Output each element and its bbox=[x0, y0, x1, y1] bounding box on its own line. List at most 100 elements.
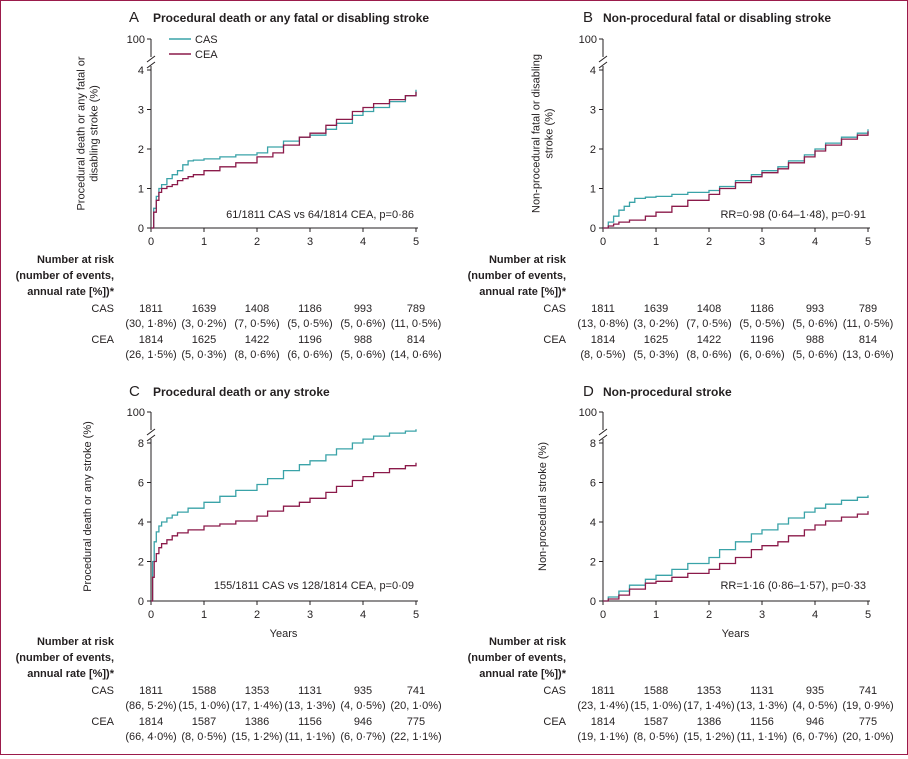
risk-table-header: annual rate [%])* bbox=[27, 286, 115, 298]
risk-events: (13, 1·3%) bbox=[736, 700, 787, 712]
risk-events: (6, 0·6%) bbox=[739, 349, 784, 361]
axis-break-mark bbox=[598, 428, 608, 436]
risk-count: 1814 bbox=[139, 716, 163, 728]
x-tick-label: 5 bbox=[865, 609, 871, 621]
risk-events: (5, 0·6%) bbox=[340, 349, 385, 361]
y-tick-label: 0 bbox=[138, 223, 144, 235]
risk-events: (86, 5·2%) bbox=[125, 700, 176, 712]
risk-events: (15, 1·0%) bbox=[178, 700, 229, 712]
axis-break-mark bbox=[146, 428, 156, 436]
risk-count: 1408 bbox=[697, 303, 721, 315]
risk-events: (13, 0·8%) bbox=[577, 318, 628, 330]
risk-count: 1814 bbox=[591, 716, 615, 728]
risk-events: (8, 0·5%) bbox=[633, 731, 678, 743]
x-tick-label: 3 bbox=[759, 609, 765, 621]
x-tick-label: 3 bbox=[759, 236, 765, 248]
x-tick-label: 4 bbox=[360, 236, 366, 248]
x-tick-label: 2 bbox=[254, 609, 260, 621]
legend-label: CAS bbox=[195, 34, 218, 46]
x-tick-label: 5 bbox=[413, 236, 419, 248]
risk-events: (4, 0·5%) bbox=[792, 700, 837, 712]
risk-count: 1186 bbox=[750, 303, 774, 315]
y-tick-label: 0 bbox=[590, 223, 596, 235]
y-axis-label: disabling stroke (%) bbox=[89, 85, 101, 182]
risk-count: 988 bbox=[354, 334, 372, 346]
risk-events: (8, 0·6%) bbox=[234, 349, 279, 361]
x-tick-label: 1 bbox=[201, 609, 207, 621]
risk-count: 1131 bbox=[298, 685, 322, 697]
risk-count: 1588 bbox=[192, 685, 216, 697]
risk-events: (15, 1·2%) bbox=[231, 731, 282, 743]
panel-c: C Procedural death or any stroke 100 0 2 4 6 8 0… bbox=[16, 383, 442, 743]
risk-table-header: (number of events, bbox=[468, 652, 566, 664]
risk-count: 1588 bbox=[644, 685, 668, 697]
risk-events: (8, 0·5%) bbox=[580, 349, 625, 361]
risk-events: (5, 0·3%) bbox=[181, 349, 226, 361]
axis-break-mark bbox=[598, 55, 608, 63]
risk-events: (23, 1·4%) bbox=[577, 700, 628, 712]
risk-row-group: CEA bbox=[543, 716, 566, 728]
risk-events: (8, 0·5%) bbox=[181, 731, 226, 743]
risk-events: (8, 0·6%) bbox=[686, 349, 731, 361]
risk-count: 988 bbox=[806, 334, 824, 346]
panel-letter: B bbox=[583, 9, 593, 26]
risk-count: 814 bbox=[407, 334, 425, 346]
risk-count: 789 bbox=[859, 303, 877, 315]
risk-events: (6, 0·6%) bbox=[287, 349, 332, 361]
risk-events: (14, 0·6%) bbox=[390, 349, 441, 361]
risk-table-header: annual rate [%])* bbox=[479, 668, 567, 680]
risk-events: (5, 0·3%) bbox=[633, 349, 678, 361]
risk-events: (4, 0·5%) bbox=[340, 700, 385, 712]
legend-label: CEA bbox=[195, 49, 218, 61]
x-tick-label: 0 bbox=[148, 236, 154, 248]
risk-count: 1353 bbox=[697, 685, 721, 697]
risk-events: (17, 1·4%) bbox=[683, 700, 734, 712]
y-tick-label: 0 bbox=[138, 596, 144, 608]
risk-events: (6, 0·7%) bbox=[340, 731, 385, 743]
x-tick-label: 1 bbox=[653, 236, 659, 248]
risk-events: (11, 0·5%) bbox=[391, 318, 442, 330]
panel-title: Procedural death or any stroke bbox=[153, 385, 330, 399]
risk-count: 935 bbox=[806, 685, 824, 697]
y-tick-label: 2 bbox=[590, 557, 596, 569]
risk-table-header: Number at risk bbox=[37, 636, 115, 648]
risk-events: (11, 0·5%) bbox=[843, 318, 894, 330]
x-axis-label: Years bbox=[270, 628, 298, 640]
risk-count: 1639 bbox=[192, 303, 216, 315]
x-tick-label: 0 bbox=[600, 609, 606, 621]
axis-break-mark bbox=[146, 434, 156, 442]
risk-count: 1156 bbox=[298, 716, 322, 728]
panel-letter: A bbox=[129, 9, 139, 26]
x-tick-label: 1 bbox=[201, 236, 207, 248]
risk-row-group: CAS bbox=[91, 303, 114, 315]
risk-events: (26, 1·5%) bbox=[125, 349, 176, 361]
risk-events: (7, 0·5%) bbox=[686, 318, 731, 330]
panel-b: B Non-procedural fatal or disabling strok… bbox=[468, 9, 894, 361]
risk-count: 1408 bbox=[245, 303, 269, 315]
risk-count: 1353 bbox=[245, 685, 269, 697]
km-curve-cea bbox=[603, 131, 869, 229]
x-tick-label: 2 bbox=[706, 609, 712, 621]
risk-count: 1625 bbox=[644, 334, 668, 346]
risk-count: 1639 bbox=[644, 303, 668, 315]
risk-table-header: (number of events, bbox=[468, 270, 566, 282]
panel-title: Non-procedural stroke bbox=[603, 385, 732, 399]
risk-count: 1811 bbox=[139, 303, 163, 315]
y-tick-label: 2 bbox=[590, 144, 596, 156]
risk-events: (66, 4·0%) bbox=[125, 731, 176, 743]
risk-events: (5, 0·6%) bbox=[792, 318, 837, 330]
risk-events: (11, 1·1%) bbox=[285, 731, 336, 743]
risk-events: (30, 1·8%) bbox=[125, 318, 176, 330]
risk-events: (20, 1·0%) bbox=[390, 700, 441, 712]
axis-break-mark bbox=[598, 434, 608, 442]
y-tick-label: 8 bbox=[138, 438, 144, 450]
y-axis-label: Procedural death or any stroke (%) bbox=[82, 421, 94, 592]
risk-events: (3, 0·2%) bbox=[633, 318, 678, 330]
panel-d: D Non-procedural stroke 100 0 2 4 6 8 0 1 2 3 4 5 Year… bbox=[468, 383, 894, 743]
risk-count: 1587 bbox=[644, 716, 668, 728]
x-tick-label: 5 bbox=[865, 236, 871, 248]
risk-count: 1131 bbox=[750, 685, 774, 697]
risk-count: 946 bbox=[354, 716, 372, 728]
